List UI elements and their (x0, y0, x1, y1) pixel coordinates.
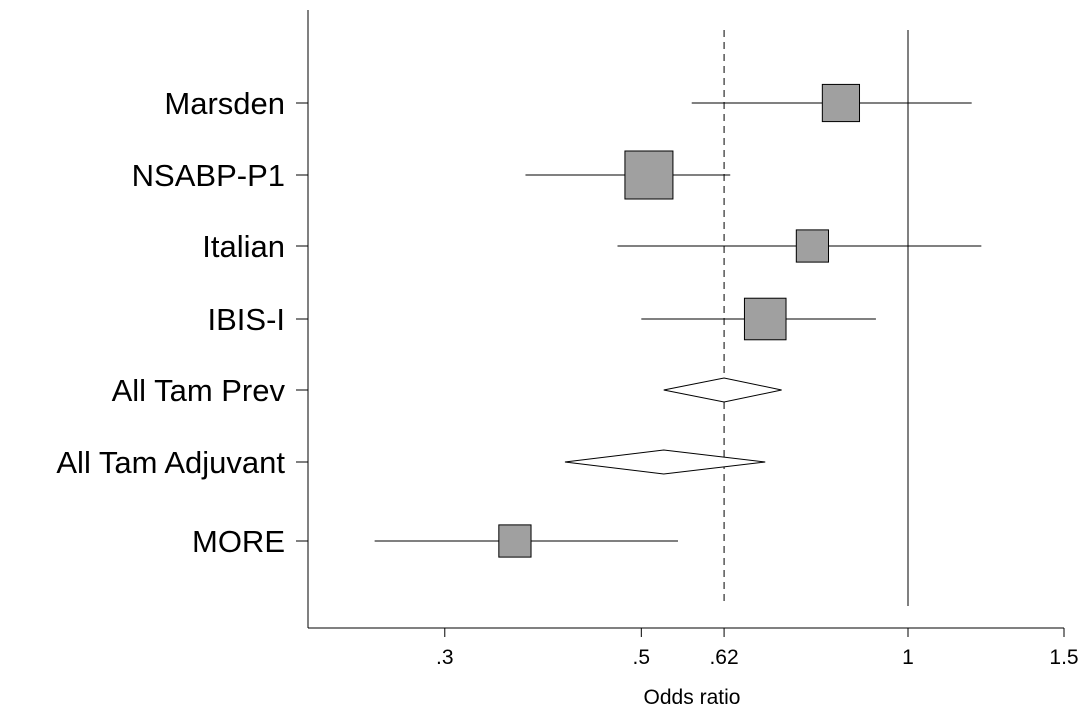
x-tick-label: 1 (902, 646, 914, 669)
estimate-box-marsden (821, 83, 861, 123)
study-label-italian: Italian (202, 229, 285, 264)
study-label-all-tam-adjuvant: All Tam Adjuvant (56, 445, 285, 480)
estimate-box-italian (795, 229, 830, 263)
x-tick-label: .62 (709, 646, 738, 669)
reference-lines (723, 30, 909, 606)
x-tick-label: 1.5 (1049, 646, 1078, 669)
study-labels: Marsden NSABP-P1 Italian IBIS-I All Tam Prev… (56, 86, 308, 559)
study-label-all-tam-prev: All Tam Prev (112, 373, 286, 408)
study-label-nsabp-p1: NSABP-P1 (132, 158, 285, 193)
pooled-diamond-all-tam-adjuvant (564, 449, 766, 475)
estimate-box-ibis-i (743, 297, 787, 341)
study-label-ibis-i: IBIS-I (207, 302, 285, 337)
x-ticks: .3 .5 .62 1 1.5 (436, 628, 1078, 669)
study-label-more: MORE (192, 524, 285, 559)
x-axis-title: Odds ratio (644, 686, 741, 709)
x-tick-label: .3 (436, 646, 454, 669)
x-tick-label: .5 (633, 646, 651, 669)
plot-marks (374, 83, 982, 558)
pooled-diamond-all-tam-prev (663, 377, 782, 403)
study-label-marsden: Marsden (164, 86, 285, 121)
estimate-box-nsabp-p1 (624, 150, 674, 200)
estimate-box-more (498, 524, 532, 558)
